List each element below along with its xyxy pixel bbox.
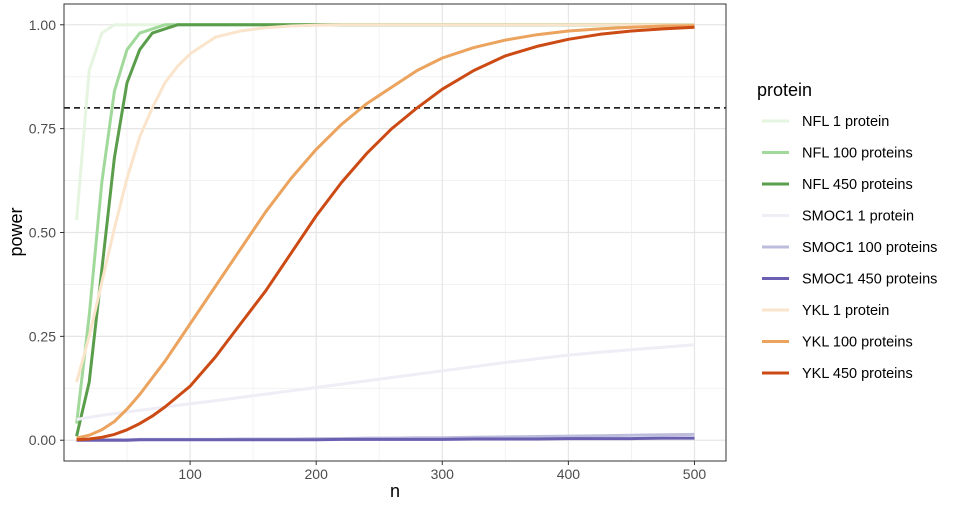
legend-label-0: NFL 1 protein bbox=[802, 114, 889, 130]
series-line-3 bbox=[76, 343, 695, 421]
legend-label-4: SMOC1 100 proteins bbox=[802, 240, 937, 256]
legend-label-6: YKL 1 protein bbox=[802, 303, 889, 319]
x-axis-title: n bbox=[390, 481, 400, 501]
x-tick-label: 100 bbox=[178, 466, 202, 482]
legend-label-1: NFL 100 proteins bbox=[802, 146, 913, 162]
x-tick-label: 500 bbox=[683, 466, 707, 482]
y-axis: 0.00 0.25 0.50 0.75 1.00 bbox=[29, 17, 64, 448]
series-line-6 bbox=[75, 23, 695, 383]
legend-label-7: YKL 100 proteins bbox=[802, 335, 913, 351]
legend-label-8: YKL 450 proteins bbox=[802, 366, 913, 382]
y-tick-label: 0.50 bbox=[29, 225, 56, 241]
y-tick-label: 0.00 bbox=[29, 432, 56, 448]
x-tick-label: 400 bbox=[557, 466, 581, 482]
y-tick-label: 0.75 bbox=[29, 121, 56, 137]
x-tick-label: 200 bbox=[305, 466, 329, 482]
legend: protein NFL 1 protein NFL 100 proteins NFL… bbox=[757, 80, 937, 382]
y-axis-title: power bbox=[6, 207, 26, 256]
legend-title: protein bbox=[757, 80, 812, 100]
series-lines bbox=[75, 23, 695, 442]
series-line-8 bbox=[76, 25, 695, 442]
legend-label-2: NFL 450 proteins bbox=[802, 177, 913, 193]
series-line-5 bbox=[76, 436, 695, 442]
legend-label-5: SMOC1 450 proteins bbox=[802, 272, 937, 288]
y-tick-label: 0.25 bbox=[29, 328, 56, 344]
x-tick-label: 300 bbox=[431, 466, 455, 482]
legend-label-3: SMOC1 1 protein bbox=[802, 209, 914, 225]
x-axis: 100 200 300 400 500 bbox=[178, 461, 706, 482]
y-tick-label: 1.00 bbox=[29, 17, 56, 33]
series-line-7 bbox=[76, 24, 695, 440]
